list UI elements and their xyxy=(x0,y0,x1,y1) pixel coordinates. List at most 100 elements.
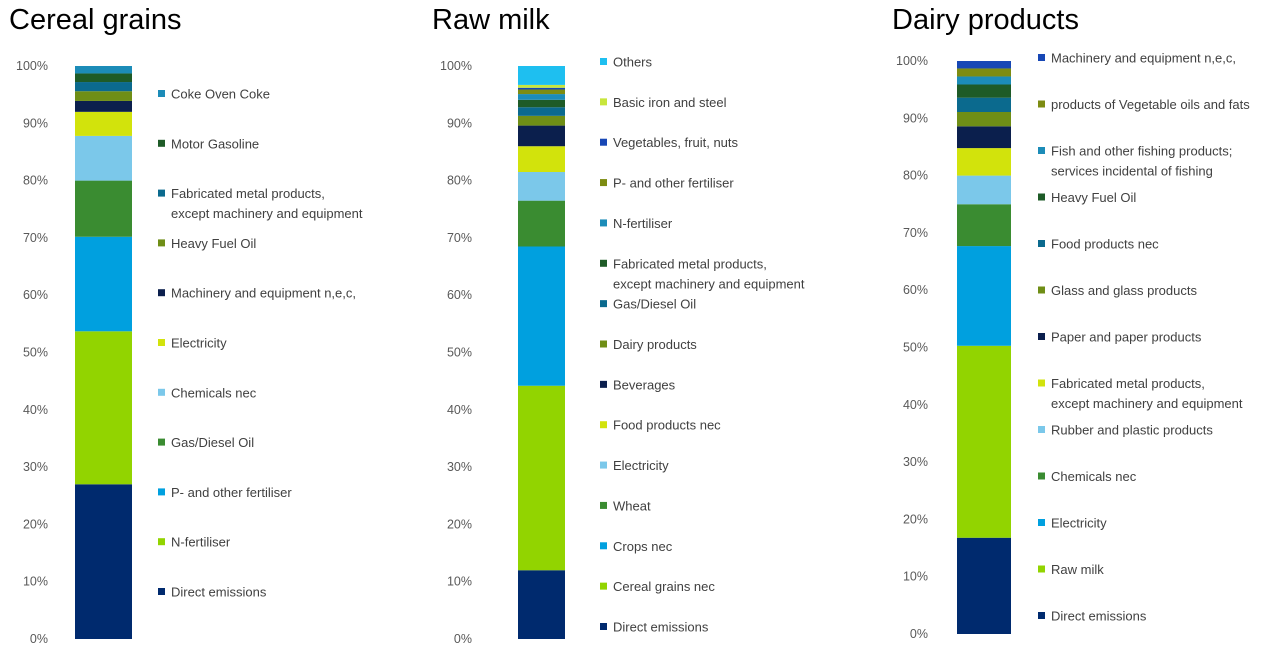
bar-segment xyxy=(75,91,132,101)
legend-label: Chemicals nec xyxy=(1051,469,1137,484)
chart-panel-raw-milk: Raw milk 0% 10% 20% 30% 40% 50% 60% 70% 80% 90% 10… xyxy=(420,0,840,645)
legend-label: P- and other fertiliser xyxy=(171,485,292,500)
legend-label: Direct emissions xyxy=(613,620,709,635)
legend-swatch xyxy=(158,588,165,595)
legend-label: Fabricated metal products, xyxy=(1051,376,1205,391)
legend-label: Glass and glass products xyxy=(1051,283,1197,298)
legend-swatch xyxy=(1038,519,1045,526)
legend-swatch xyxy=(158,538,165,546)
legend-swatch xyxy=(1038,612,1045,619)
legend-label: except machinery and equipment xyxy=(613,276,805,291)
legend-swatch xyxy=(1038,426,1045,433)
y-tick-label: 40% xyxy=(23,403,48,417)
bar-segment xyxy=(518,66,565,85)
legend-swatch xyxy=(158,488,165,496)
legend-label: Food products nec xyxy=(613,418,721,433)
bar-segment xyxy=(518,200,565,247)
y-tick-label: 40% xyxy=(903,398,928,412)
bar-segment xyxy=(957,204,1011,247)
legend-label: Beverages xyxy=(613,377,676,392)
stacked-bar-chart: 0% 10% 20% 30% 40% 50% 60% 70% 80% 90% 100% Machine… xyxy=(896,51,1250,642)
legend-label: Wheat xyxy=(613,498,651,513)
y-tick-label: 80% xyxy=(23,174,48,188)
bar-segment xyxy=(518,146,565,173)
chart-panel-dairy-products: Dairy products 0% 10% 20% 30% 40% 50% 60% 70% 80… xyxy=(840,0,1270,645)
legend-label: Electricity xyxy=(613,458,669,473)
legend-label: Dairy products xyxy=(613,337,697,352)
bar-segment xyxy=(957,68,1011,77)
legend-swatch xyxy=(158,438,165,446)
bar-segment xyxy=(75,135,132,181)
stacked-bar-chart: 0% 10% 20% 30% 40% 50% 60% 70% 80% 90% 100% Others B… xyxy=(440,55,805,645)
bar-segment xyxy=(957,148,1011,176)
y-tick-label: 40% xyxy=(447,403,472,417)
bar-segment xyxy=(957,84,1011,98)
bar-segment xyxy=(957,111,1011,127)
bar-segment xyxy=(75,111,132,136)
y-tick-label: 30% xyxy=(903,455,928,469)
bar-segment xyxy=(957,345,1011,538)
y-tick-label: 50% xyxy=(23,346,48,360)
bar-segment xyxy=(75,66,132,74)
legend-label: services incidental of fishing xyxy=(1051,164,1213,179)
bar-segment xyxy=(75,331,132,485)
y-tick-label: 60% xyxy=(23,288,48,302)
bar-segment xyxy=(75,82,132,92)
y-tick-label: 0% xyxy=(30,632,48,645)
stacked-bar-chart: 0% 10% 20% 30% 40% 50% 60% 70% 80% 90% 100% Coke Ov… xyxy=(16,59,363,645)
legend-label: Others xyxy=(613,55,653,70)
legend-swatch xyxy=(1038,240,1045,247)
y-tick-label: 20% xyxy=(23,517,48,531)
legend-swatch xyxy=(600,582,607,590)
y-tick-label: 60% xyxy=(903,283,928,297)
legend-label: Vegetables, fruit, nuts xyxy=(613,135,739,150)
legend-label: except machinery and equipment xyxy=(171,206,363,221)
y-tick-label: 20% xyxy=(447,517,472,531)
legend-swatch xyxy=(1038,379,1045,387)
legend-label: Machinery and equipment n,e,c, xyxy=(171,286,356,301)
legend-swatch xyxy=(158,239,165,247)
legend-swatch xyxy=(600,98,607,106)
legend-swatch xyxy=(1038,286,1045,294)
legend-swatch xyxy=(158,90,165,97)
legend-label: P- and other fertiliser xyxy=(613,176,734,191)
legend-label: Paper and paper products xyxy=(1051,330,1202,345)
legend-swatch xyxy=(600,461,607,469)
bar-segment xyxy=(518,84,565,88)
bar-segment xyxy=(75,73,132,83)
bar-segment xyxy=(957,61,1011,69)
y-tick-label: 70% xyxy=(903,226,928,240)
legend-label: Raw milk xyxy=(1051,562,1104,577)
legend-swatch xyxy=(158,289,165,297)
bar-segment xyxy=(75,180,132,237)
legend-label: Basic iron and steel xyxy=(613,95,727,110)
legend-swatch xyxy=(600,58,607,65)
y-tick-label: 80% xyxy=(903,169,928,183)
chart-panel-cereal-grains: Cereal grains 0% 10% 20% 30% 40% 50% 60% 70% 80%… xyxy=(0,0,420,645)
y-tick-label: 50% xyxy=(903,341,928,355)
legend-swatch xyxy=(158,339,165,346)
bar-segment xyxy=(75,100,132,112)
legend-swatch xyxy=(600,219,607,227)
legend-label: Gas/Diesel Oil xyxy=(171,435,254,450)
bar-segment xyxy=(518,107,565,116)
y-tick-label: 10% xyxy=(903,570,928,584)
legend-label: Direct emissions xyxy=(171,585,267,600)
y-tick-label: 0% xyxy=(454,632,472,645)
legend-label: Gas/Diesel Oil xyxy=(613,297,696,312)
legend-swatch xyxy=(600,501,607,509)
legend-label: Motor Gasoline xyxy=(171,136,259,151)
bar-segment xyxy=(518,89,565,95)
legend-swatch xyxy=(1038,147,1045,154)
legend-swatch xyxy=(1038,193,1045,201)
bar-segment xyxy=(957,246,1011,346)
y-tick-label: 20% xyxy=(903,512,928,526)
y-tick-label: 100% xyxy=(896,54,928,68)
chart-title: Dairy products xyxy=(892,4,1079,36)
bar-segment xyxy=(518,99,565,108)
y-tick-label: 80% xyxy=(447,174,472,188)
bar-segment xyxy=(957,97,1011,112)
bar-segment xyxy=(957,537,1011,634)
y-tick-label: 50% xyxy=(447,346,472,360)
legend-label: Cereal grains nec xyxy=(613,579,715,594)
